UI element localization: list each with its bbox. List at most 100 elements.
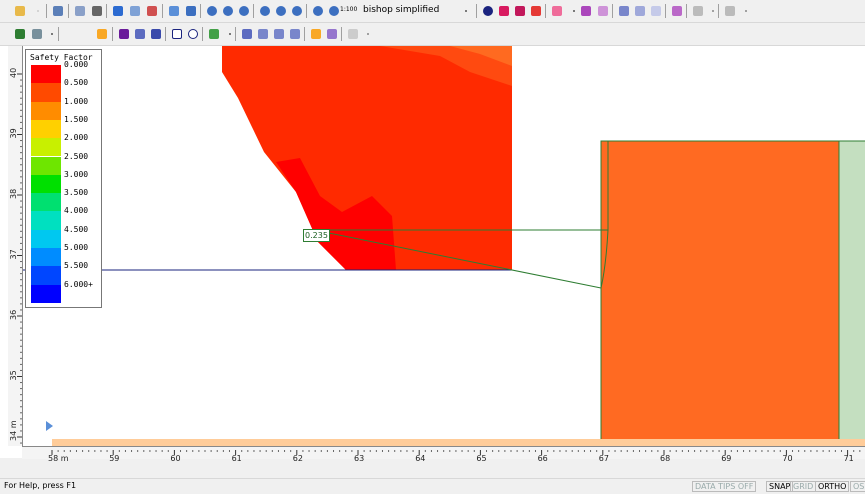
- contour-band-low: [276, 158, 396, 270]
- rectangle-icon[interactable]: [169, 26, 185, 42]
- osnap-indicator[interactable]: OS: [850, 481, 865, 492]
- display-options-icon[interactable]: [12, 26, 28, 42]
- hruler-label: 58 m: [48, 454, 69, 462]
- interpret-icon[interactable]: [496, 3, 512, 19]
- show-forces-icon[interactable]: [648, 3, 664, 19]
- model-view[interactable]: [0, 46, 865, 458]
- main-toolbar: 1:100 bishop simplified: [0, 0, 865, 23]
- dropdown-arrow-icon[interactable]: [738, 3, 754, 19]
- data-view-icon[interactable]: [166, 3, 182, 19]
- minimum-fs-label[interactable]: 0.235: [303, 229, 330, 242]
- image-icon[interactable]: [206, 26, 222, 42]
- dropdown-arrow-icon[interactable]: [705, 3, 721, 19]
- legend-swatch: [31, 266, 61, 285]
- base-strip-right: [601, 439, 865, 448]
- toolbar-separator: [686, 4, 687, 18]
- slice-data-icon[interactable]: [632, 3, 648, 19]
- funnel-icon[interactable]: [528, 3, 544, 19]
- table-icon[interactable]: [183, 3, 199, 19]
- edit-vertices-icon[interactable]: [255, 26, 271, 42]
- hruler-label: 59: [109, 454, 119, 462]
- filter-surfaces-icon[interactable]: [549, 3, 565, 19]
- toolbar-separator: [235, 27, 236, 41]
- hruler-label: 70: [782, 454, 792, 462]
- query-slice-icon[interactable]: [595, 3, 611, 19]
- legend-icon[interactable]: [324, 26, 340, 42]
- line-icon[interactable]: [62, 26, 78, 42]
- compute-icon[interactable]: [480, 3, 496, 19]
- polyline-icon[interactable]: [116, 26, 132, 42]
- zoom-in-icon[interactable]: [220, 3, 236, 19]
- delete-vertices-icon[interactable]: [271, 26, 287, 42]
- legend-swatch: [31, 83, 61, 102]
- contour-band-higher: [450, 46, 512, 66]
- snap-indicator[interactable]: SNAP: [766, 481, 794, 492]
- pen-icon[interactable]: [690, 3, 706, 19]
- zoom-all-icon[interactable]: [204, 3, 220, 19]
- vruler-label: 37: [9, 249, 18, 259]
- zoom-scale-icon[interactable]: [326, 3, 342, 19]
- legend-label: 5.500: [64, 261, 89, 271]
- print-preview-icon[interactable]: [72, 3, 88, 19]
- vruler-label: 40: [9, 68, 18, 78]
- drawing-toolbar: [0, 23, 865, 46]
- save-icon[interactable]: [50, 3, 66, 19]
- dropdown-arrow-icon[interactable]: [30, 3, 46, 19]
- chart-icon[interactable]: [110, 3, 126, 19]
- toolbar-separator: [202, 27, 203, 41]
- slip-surface-curve: [600, 141, 609, 289]
- combo-dropdown-icon[interactable]: [458, 3, 474, 19]
- polygon-icon[interactable]: [148, 26, 164, 42]
- query-surface-icon[interactable]: [578, 3, 594, 19]
- filter-icon[interactable]: [308, 26, 324, 42]
- open-folder-icon[interactable]: [12, 3, 28, 19]
- dropdown-arrow-icon[interactable]: [360, 26, 376, 42]
- graph-slices-icon[interactable]: [616, 3, 632, 19]
- arc-icon[interactable]: [132, 26, 148, 42]
- analysis-method-value: bishop simplified: [363, 5, 440, 15]
- data-tips-indicator[interactable]: DATA TIPS OFF: [692, 481, 757, 492]
- pan-icon[interactable]: [289, 3, 305, 19]
- zoom-window-icon[interactable]: [257, 3, 273, 19]
- dropdown-arrow-icon[interactable]: [222, 26, 238, 42]
- legend-title: Safety Factor: [30, 53, 93, 62]
- hruler-label: 71: [844, 454, 854, 462]
- hruler-label: 60: [170, 454, 180, 462]
- ortho-indicator[interactable]: ORTHO: [815, 481, 850, 492]
- slip-surface-icon[interactable]: [512, 3, 528, 19]
- paint-icon[interactable]: [144, 3, 160, 19]
- model-canvas[interactable]: [0, 46, 865, 458]
- dropdown-arrow-icon[interactable]: [566, 3, 582, 19]
- add-vertices-icon[interactable]: [287, 26, 303, 42]
- toolbar-separator: [253, 4, 254, 18]
- dropdown-arrow-icon[interactable]: [44, 26, 60, 42]
- text-box-icon[interactable]: [29, 26, 45, 42]
- eraser-icon[interactable]: [345, 26, 361, 42]
- angle-icon[interactable]: [239, 26, 255, 42]
- print-icon[interactable]: [89, 3, 105, 19]
- hruler-label: 62: [293, 454, 303, 462]
- toolbar-separator: [304, 27, 305, 41]
- zoom-out-icon[interactable]: [236, 3, 252, 19]
- zoom-previous-icon[interactable]: [273, 3, 289, 19]
- analysis-method-combo[interactable]: bishop simplified: [360, 3, 472, 19]
- arrow-icon[interactable]: [78, 26, 94, 42]
- dimension-icon[interactable]: [94, 26, 110, 42]
- layers-icon[interactable]: [722, 3, 738, 19]
- legend-swatch: [31, 138, 61, 157]
- hruler-label: 64: [415, 454, 425, 462]
- toolbar-separator: [306, 4, 307, 18]
- safety-factor-legend[interactable]: Safety Factor 0.000 0.500 1.000 1.500 2.000 2…: [25, 49, 102, 308]
- zoom-extents-icon[interactable]: [310, 3, 326, 19]
- ellipse-icon[interactable]: [185, 26, 201, 42]
- probabilistic-icon[interactable]: [669, 3, 685, 19]
- legend-swatch: [31, 193, 61, 212]
- legend-label: 2.000: [64, 133, 89, 143]
- grid-indicator[interactable]: GRID: [790, 481, 817, 492]
- toolbar-separator: [545, 4, 546, 18]
- copy-icon[interactable]: [127, 3, 143, 19]
- legend-swatch: [31, 229, 61, 248]
- legend-label: 1.500: [64, 114, 89, 124]
- legend-label: 6.000+: [64, 279, 93, 289]
- vruler-label: 38: [9, 189, 18, 199]
